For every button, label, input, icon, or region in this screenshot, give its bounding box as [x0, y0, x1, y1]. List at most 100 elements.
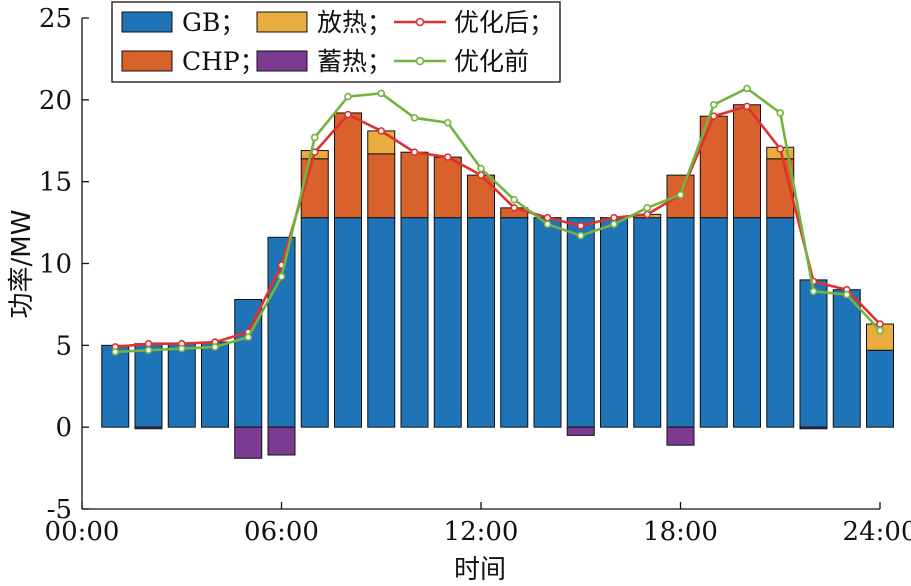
x-tick-label: 06:00	[244, 517, 319, 547]
y-tick-label: 10	[39, 250, 72, 280]
point-l0-h24	[876, 320, 884, 328]
bar-s0-h2	[134, 343, 163, 428]
legend-label-5: 优化前	[454, 47, 529, 76]
bar-s1-h18	[666, 174, 695, 219]
bar-s3-h18	[666, 426, 695, 446]
point-l1-h5	[244, 333, 253, 341]
point-l0-h17	[643, 210, 652, 219]
bar-s0-h4	[201, 341, 229, 428]
point-l0-h21	[776, 145, 785, 153]
y-tick-label: 20	[39, 86, 72, 116]
point-l1-h8	[344, 92, 352, 101]
point-l1-h10	[410, 114, 419, 122]
point-l1-h12	[477, 164, 485, 173]
point-l0-h16	[610, 213, 618, 222]
bar-s0-h10	[400, 217, 429, 428]
lines-layer	[111, 84, 884, 356]
bar-s0-h22	[799, 279, 828, 428]
legend-label-1: CHP；	[182, 47, 265, 76]
point-l1-h21	[776, 109, 785, 117]
bar-s0-h18	[666, 217, 695, 428]
legend-swatch-2	[256, 11, 308, 33]
legend-swatch-0	[121, 11, 173, 33]
point-l1-h17	[643, 204, 652, 212]
point-l1-h19	[709, 100, 718, 109]
bar-s3-h2	[134, 426, 163, 430]
bar-s0-h19	[699, 217, 728, 428]
point-l1-h1	[111, 348, 120, 356]
point-l1-h6	[277, 272, 286, 281]
point-l0-h9	[377, 127, 386, 135]
bar-s0-h14	[533, 217, 562, 428]
y-tick-label: -5	[47, 495, 72, 525]
point-l1-h9	[377, 89, 386, 98]
bar-s3-h5	[234, 426, 263, 459]
point-l0-h20	[743, 102, 751, 111]
legend-box	[111, 1, 561, 83]
bar-s0-h11	[433, 217, 462, 428]
bar-s0-h7	[300, 217, 329, 428]
x-tick-label: 24:00	[843, 517, 911, 547]
bar-s0-h17	[633, 217, 662, 428]
point-l1-h22	[809, 287, 818, 296]
bar-s3-h6	[267, 426, 296, 456]
bar-s0-h16	[600, 217, 628, 428]
bar-s3-h22	[799, 426, 828, 430]
line-series-1	[115, 86, 881, 354]
legend-label-2: 放热；	[317, 8, 392, 37]
point-l0-h10	[410, 148, 419, 157]
line-series-0	[115, 104, 881, 349]
bar-s1-h8	[334, 112, 362, 219]
point-l1-h16	[610, 220, 618, 229]
bar-s0-h8	[334, 217, 362, 428]
legend-marker-5	[415, 56, 425, 66]
point-l0-h11	[443, 153, 452, 161]
bar-s1-h9	[367, 153, 396, 219]
point-l0-h15	[576, 222, 585, 230]
bar-s1-h11	[433, 156, 462, 219]
point-l1-h20	[743, 84, 751, 93]
y-axis-title: 功率/MW	[7, 210, 37, 319]
legend-swatch-1	[121, 50, 173, 72]
x-axis-title: 时间	[454, 555, 506, 585]
bar-s0-h24	[866, 349, 894, 428]
legend: GB； 放热； 优化后； CHP； 蓄热； 优化前	[111, 1, 561, 83]
point-l0-h12	[477, 171, 485, 179]
point-l1-h24	[876, 326, 884, 335]
axes-layer: -5 0 5 10 15 20 25 00:00 06:00 12:00 18:00 24:00	[39, 4, 911, 547]
legend-swatch-3	[256, 50, 308, 72]
point-l0-h2	[144, 339, 153, 348]
bar-s0-h12	[467, 217, 495, 428]
bar-s0-h9	[367, 217, 396, 428]
legend-label-0: GB；	[182, 8, 245, 37]
legend-label-3: 蓄热；	[317, 47, 392, 76]
point-l1-h11	[443, 118, 452, 127]
point-l0-h8	[344, 110, 352, 119]
point-l1-h14	[543, 220, 552, 229]
bar-s0-h1	[101, 344, 130, 428]
legend-marker-4	[415, 17, 425, 27]
bar-s1-h19	[699, 115, 728, 219]
bar-s0-h13	[500, 217, 529, 428]
point-l1-h15	[576, 231, 585, 240]
bar-s3-h15	[566, 426, 595, 436]
legend-label-4: 优化后；	[454, 8, 554, 37]
x-tick-label: 12:00	[444, 517, 519, 547]
bar-s0-h23	[832, 289, 861, 428]
point-l0-h13	[510, 204, 519, 212]
y-tick-label: 0	[55, 413, 72, 443]
point-l1-h18	[676, 190, 685, 199]
y-tick-label: 25	[39, 4, 72, 34]
x-tick-label: 00:00	[45, 517, 120, 547]
x-tick-label: 18:00	[643, 517, 718, 547]
bar-s1-h10	[400, 151, 429, 219]
bar-s1-h12	[467, 174, 495, 219]
bars-layer	[101, 104, 894, 459]
bar-s0-h21	[766, 217, 795, 428]
point-l1-h7	[310, 133, 319, 142]
y-tick-label: 15	[39, 168, 72, 198]
point-l0-h14	[543, 213, 552, 222]
bar-s0-h6	[267, 236, 296, 428]
point-l1-h2	[144, 346, 153, 355]
